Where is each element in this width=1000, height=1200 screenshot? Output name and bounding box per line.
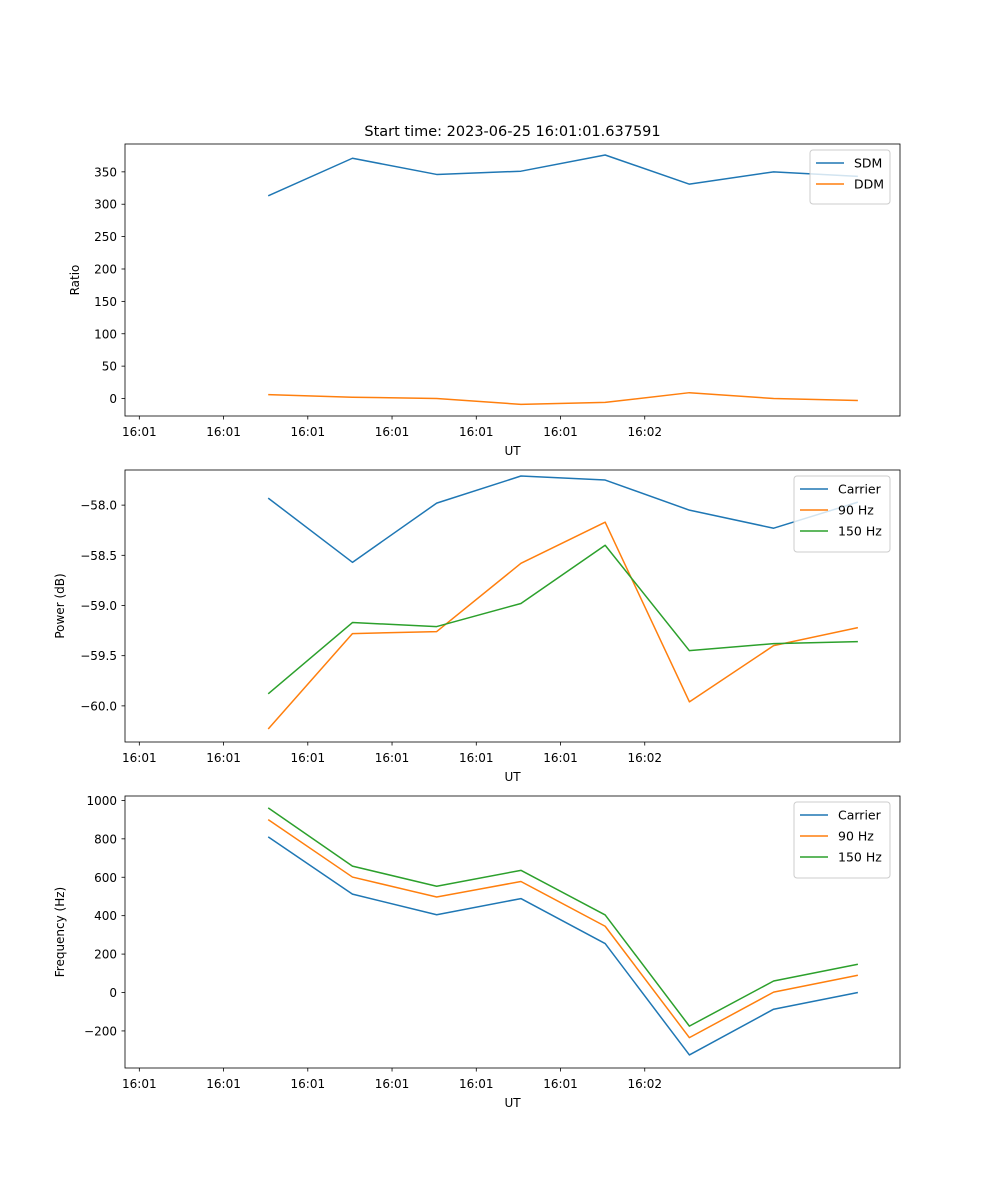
y-tick-label: 300 xyxy=(94,198,117,212)
y-tick-label: 400 xyxy=(94,909,117,923)
y-tick-label: 100 xyxy=(94,327,117,341)
x-tick-label: 16:01 xyxy=(543,751,578,765)
y-tick-label: −60.0 xyxy=(80,699,117,713)
x-tick-label: 16:01 xyxy=(206,1077,241,1091)
y-tick-label: 200 xyxy=(94,948,117,962)
series-line-ddm xyxy=(268,391,858,406)
x-tick-label: 16:01 xyxy=(206,425,241,439)
x-tick-label: 16:01 xyxy=(206,751,241,765)
legend-box xyxy=(793,801,891,879)
legend: SDM DDM xyxy=(809,149,891,205)
x-axis-label: UT xyxy=(504,770,521,784)
x-tick-label: 16:01 xyxy=(459,751,494,765)
series-line-carrier xyxy=(267,475,859,564)
x-tick-label: 16:01 xyxy=(375,1077,410,1091)
x-tick-label: 16:02 xyxy=(627,751,662,765)
y-tick-label: 150 xyxy=(94,295,117,309)
legend-label: Carrier xyxy=(838,808,882,823)
panel-3: 16:01 16:01 16:01 16:01 16:01 16:01 16:02 −200 0… xyxy=(53,794,901,1110)
axes-frame xyxy=(124,795,901,1069)
y-tick-label: −59.5 xyxy=(80,649,117,663)
panel-2: 16:01 16:01 16:01 16:01 16:01 16:01 16:02 −58.0… xyxy=(53,469,901,784)
panel-1: Start time: 2023-06-25 16:01:01.637591 16… xyxy=(68,124,901,458)
legend: Carrier 90 Hz 150 Hz xyxy=(793,801,891,879)
legend-label: 150 Hz xyxy=(838,850,882,865)
y-axis-label: Ratio xyxy=(68,265,82,296)
y-tick-label: 1000 xyxy=(86,794,117,808)
series-line-sdm xyxy=(267,154,858,197)
legend-label: 150 Hz xyxy=(838,524,882,539)
y-tick-label: −59.0 xyxy=(80,599,117,613)
x-axis-label: UT xyxy=(504,1096,521,1110)
y-axis-label: Frequency (Hz) xyxy=(53,887,67,978)
y-tick-label: 600 xyxy=(94,871,117,885)
y-tick-label: 250 xyxy=(94,230,117,244)
y-tick-label: 0 xyxy=(109,392,117,406)
x-tick-label: 16:01 xyxy=(122,425,157,439)
y-tick-label: −58.5 xyxy=(80,549,117,563)
x-tick-label: 16:02 xyxy=(627,425,662,439)
chart-title: Start time: 2023-06-25 16:01:01.637591 xyxy=(364,124,660,140)
legend-label: Carrier xyxy=(838,482,882,497)
legend-label: SDM xyxy=(854,156,882,171)
series-line-carrier xyxy=(267,836,859,1056)
x-axis-label: UT xyxy=(504,444,521,458)
x-tick-label: 16:01 xyxy=(291,1077,326,1091)
legend-label: DDM xyxy=(854,177,884,192)
x-tick-label: 16:01 xyxy=(122,751,157,765)
y-tick-label: −58.0 xyxy=(80,499,117,513)
series-line-90-hz xyxy=(267,521,859,730)
y-tick-label: −200 xyxy=(84,1024,117,1038)
x-tick-label: 16:01 xyxy=(543,1077,578,1091)
y-axis-label: Power (dB) xyxy=(53,573,67,638)
y-tick-label: 50 xyxy=(102,360,117,374)
y-tick-label: 350 xyxy=(94,165,117,179)
legend-label: 90 Hz xyxy=(838,503,874,518)
y-tick-label: 800 xyxy=(94,832,117,846)
y-tick-label: 200 xyxy=(94,262,117,276)
axes-frame xyxy=(124,469,901,743)
x-tick-label: 16:01 xyxy=(122,1077,157,1091)
y-tick-label: 0 xyxy=(109,986,117,1000)
series-line-150-hz xyxy=(267,807,859,1027)
x-tick-label: 16:01 xyxy=(375,751,410,765)
x-tick-label: 16:02 xyxy=(627,1077,662,1091)
legend-box xyxy=(793,475,891,553)
series-line-150-hz xyxy=(267,544,858,695)
x-tick-label: 16:01 xyxy=(291,751,326,765)
x-tick-label: 16:01 xyxy=(375,425,410,439)
x-tick-label: 16:01 xyxy=(543,425,578,439)
legend-label: 90 Hz xyxy=(838,829,874,844)
x-tick-label: 16:01 xyxy=(459,1077,494,1091)
axes-frame xyxy=(124,143,901,417)
legend: Carrier 90 Hz 150 Hz xyxy=(793,475,891,553)
x-tick-label: 16:01 xyxy=(459,425,494,439)
series-line-90-hz xyxy=(267,819,859,1039)
x-tick-label: 16:01 xyxy=(291,425,326,439)
